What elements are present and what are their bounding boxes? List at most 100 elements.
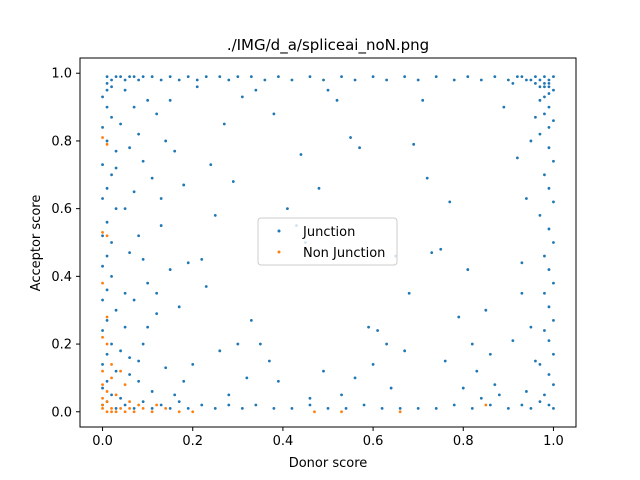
data-point [137,379,141,383]
data-point [101,281,104,285]
data-point [101,136,104,139]
data-point [141,400,145,404]
data-point [105,315,109,319]
data-point [110,393,113,397]
data-point [213,214,217,217]
data-point [529,139,533,143]
data-point [101,335,104,339]
data-point [105,400,109,404]
data-point [236,342,240,346]
data-point [385,342,389,346]
data-point [479,78,483,82]
data-point [290,406,294,410]
data-point [403,75,407,79]
data-point [173,393,177,397]
legend-marker-junction [277,229,281,233]
data-point [123,410,127,414]
data-point [119,369,122,373]
data-point [547,81,551,85]
data-point [123,88,127,92]
data-point [110,342,113,346]
data-point [552,352,555,356]
data-point [538,98,542,102]
data-point [114,393,118,397]
data-point [137,78,141,82]
data-point [488,352,492,356]
data-point [123,403,127,407]
data-point [466,268,470,271]
data-point [552,406,555,410]
x-axis-label: Donor score [289,456,368,471]
data-point [502,105,506,109]
x-tick-label: 0.8 [453,434,474,449]
data-point [101,406,104,410]
data-point [105,254,109,258]
data-point [213,406,217,410]
legend: Junction Non Junction [257,217,398,266]
data-point [538,132,542,136]
data-point [543,173,546,177]
data-point [322,78,325,82]
data-point [128,75,132,79]
y-tick-label: 0.0 [51,405,72,420]
data-point [448,200,452,204]
data-point [155,112,159,116]
data-point [101,362,104,366]
data-point [529,406,533,410]
data-point [105,142,109,146]
data-point [191,410,195,414]
data-point [114,406,118,410]
data-point [110,85,113,89]
data-point [534,115,537,119]
data-point [249,318,253,322]
data-point [159,224,163,227]
data-point [204,285,208,288]
data-point [525,197,528,200]
data-point [430,251,434,255]
data-point [543,393,546,397]
data-point [461,386,465,390]
data-point [506,78,510,82]
data-point [552,75,555,79]
data-point [227,393,231,397]
data-point [159,78,163,82]
data-point [538,85,542,89]
data-point [538,78,542,82]
data-point [547,373,551,376]
data-point [164,139,168,143]
y-tick-label: 1.0 [51,67,72,82]
data-point [101,329,104,332]
data-point [101,403,104,407]
data-point [141,75,145,79]
data-point [538,214,542,217]
data-point [114,207,118,211]
data-point [110,410,113,414]
data-point [552,119,555,123]
data-point [515,156,519,160]
data-point [322,369,325,373]
data-point [200,403,204,407]
data-point [200,258,204,261]
data-point [186,75,190,79]
data-point [105,105,109,109]
data-point [398,410,402,414]
data-point [191,362,195,366]
data-point [236,75,240,79]
data-point [105,139,109,143]
data-point [146,98,150,102]
plot-frame [79,57,577,428]
data-point [146,281,150,285]
data-point [543,85,546,89]
data-point [249,75,253,79]
data-point [538,400,542,404]
data-point [105,410,109,414]
data-point [105,234,109,238]
data-point [105,81,109,85]
data-point [547,268,551,271]
data-point [105,75,109,79]
data-point [105,352,109,356]
data-point [123,291,127,295]
data-point [105,186,109,190]
data-point [101,386,104,390]
